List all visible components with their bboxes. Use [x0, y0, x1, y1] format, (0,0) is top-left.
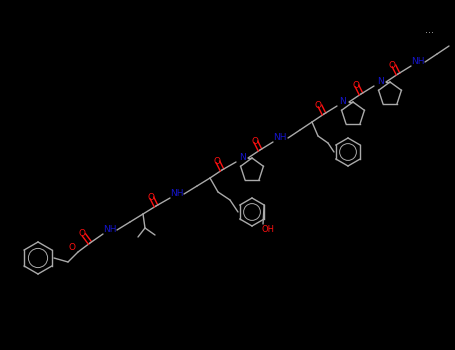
Text: NH: NH [273, 133, 287, 142]
Text: O: O [213, 156, 221, 166]
Text: O: O [353, 80, 359, 90]
Text: N: N [238, 154, 245, 162]
Text: OH: OH [262, 225, 274, 234]
Text: N: N [377, 77, 384, 86]
Text: N: N [339, 98, 346, 106]
Text: NH: NH [411, 57, 425, 66]
Text: NH: NH [103, 225, 117, 234]
Text: O: O [69, 243, 76, 252]
Text: NH: NH [170, 189, 184, 198]
Text: O: O [252, 136, 258, 146]
Text: O: O [147, 194, 155, 203]
Text: O: O [389, 61, 395, 70]
Text: ...: ... [425, 25, 435, 35]
Text: O: O [314, 100, 322, 110]
Text: O: O [79, 230, 86, 238]
